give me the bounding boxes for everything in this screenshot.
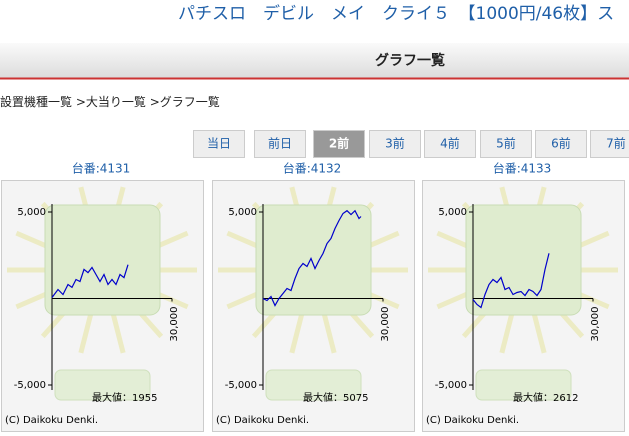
copyright: (C) Daikoku Denki. — [5, 415, 98, 426]
tab-label[interactable]: 3前 — [385, 136, 405, 151]
y-tick-label: -5,000 — [435, 380, 467, 391]
decor-machine — [255, 204, 372, 316]
breadcrumb-link[interactable]: >グラフ一覧 — [146, 95, 220, 109]
tab-label[interactable]: 6前 — [551, 136, 571, 151]
decor-machine — [465, 204, 582, 316]
max-value: 最大値：1955 — [92, 391, 157, 404]
decor-machine — [44, 204, 161, 316]
y-tick-label: 5,000 — [17, 207, 46, 218]
breadcrumb: 設置機種一覧 >大当り一覧 >グラフ一覧 — [0, 94, 220, 109]
tab-label[interactable]: 当日 — [207, 137, 231, 151]
tab[interactable] — [254, 130, 306, 158]
machine-label[interactable]: 台番:4132 — [283, 161, 342, 176]
max-value: 最大値：5075 — [303, 391, 368, 404]
tab-label[interactable]: 前日 — [268, 136, 292, 151]
tab-label[interactable]: 2前 — [329, 136, 349, 151]
data-line — [51, 264, 129, 298]
copyright: (C) Daikoku Denki. — [216, 415, 309, 426]
x-tick-label: 30,000 — [590, 307, 601, 342]
page-title: パチスロ デビル メイ クライ５ 【1000円/46枚】ス — [178, 3, 614, 24]
tab[interactable] — [535, 130, 587, 158]
x-tick-label: 30,000 — [380, 307, 391, 342]
tab-label[interactable]: 4前 — [440, 136, 460, 151]
section-bar — [0, 43, 629, 78]
y-tick-label: -5,000 — [225, 380, 257, 391]
tab[interactable] — [313, 130, 365, 158]
tab[interactable] — [369, 130, 421, 158]
tab[interactable] — [480, 130, 532, 158]
machine-label[interactable]: 台番:4131 — [72, 161, 131, 176]
x-tick-label: 30,000 — [169, 307, 180, 342]
y-tick-label: 5,000 — [228, 207, 257, 218]
decor-tray — [54, 369, 151, 401]
y-tick-label: 5,000 — [438, 207, 467, 218]
y-tick-label: -5,000 — [14, 380, 46, 391]
breadcrumb-link[interactable]: >大当り一覧 — [72, 95, 146, 109]
machine-label[interactable]: 台番:4133 — [493, 161, 552, 176]
decor-tray — [475, 369, 572, 401]
data-line — [262, 209, 362, 307]
tab[interactable] — [424, 130, 476, 158]
section-title: グラフ一覧 — [375, 52, 445, 69]
max-value: 最大値：2612 — [513, 391, 578, 404]
breadcrumb-link[interactable]: 設置機種一覧 — [0, 94, 72, 109]
tab-label[interactable]: 7前 — [606, 136, 626, 151]
copyright: (C) Daikoku Denki. — [426, 415, 519, 426]
tab-label[interactable]: 5前 — [496, 136, 516, 151]
decor-tray — [265, 369, 362, 401]
tab[interactable] — [193, 130, 245, 158]
tab[interactable] — [590, 130, 629, 158]
data-line — [472, 253, 550, 309]
